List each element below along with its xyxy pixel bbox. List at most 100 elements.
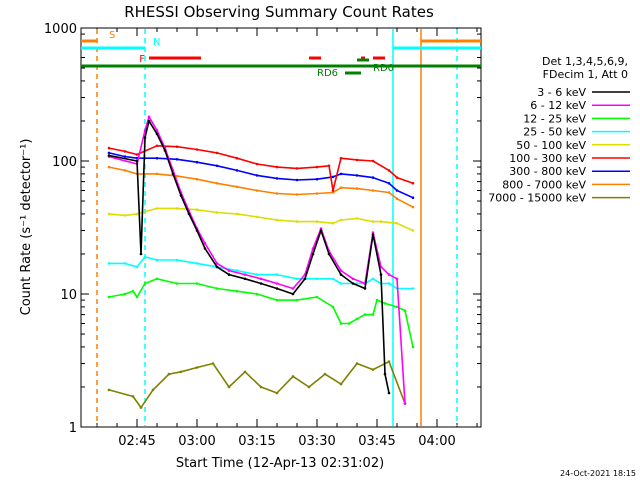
data-point [339,269,343,272]
data-point [395,176,399,179]
data-point [135,295,139,299]
data-point [315,192,319,195]
data-point [155,132,159,136]
series-group [107,115,415,409]
data-point [383,302,387,305]
legend-label: 3 - 6 keV [537,86,586,99]
y-tick-label: 1 [69,421,77,436]
data-point [195,282,199,285]
x-tick-label: 03:15 [238,434,275,449]
data-point [307,385,311,389]
data-point [387,273,391,276]
series-line [109,256,413,290]
data-point [195,160,199,164]
chart-title: RHESSI Observing Summary Count Rates [124,3,434,21]
data-point [395,222,399,225]
data-point [327,252,331,256]
data-point [275,273,279,276]
data-point [195,148,199,151]
data-point [355,362,359,365]
data-point [175,258,179,262]
data-point [383,372,387,376]
data-point [227,269,231,272]
data-point [155,258,159,262]
data-point [187,212,191,216]
data-point [347,322,351,325]
data-point [179,194,183,197]
data-point [235,269,239,272]
data-point [135,153,139,156]
data-point [331,222,335,225]
data-point [215,182,219,185]
data-point [339,172,343,176]
data-point [327,164,331,168]
data-point [339,322,343,325]
x-tick-label: 03:30 [298,434,335,449]
data-point [175,282,179,285]
data-point [215,262,219,265]
data-point [311,247,315,250]
data-point [331,277,335,281]
data-point [147,115,151,119]
data-point [215,211,219,214]
data-point [195,262,199,265]
data-point [195,177,199,181]
data-point [295,277,299,281]
legend-label: 50 - 100 keV [516,139,586,152]
data-point [291,287,295,290]
data-point [295,220,299,223]
data-point [139,406,143,409]
series-line [108,207,414,232]
legend-label: 300 - 800 keV [509,165,586,178]
plot-frame [80,27,482,428]
data-point [175,174,179,178]
flag-label: RD0 [373,63,394,74]
data-point [155,277,159,281]
data-point [155,207,159,210]
data-point [143,129,147,132]
data-point [319,227,323,230]
data-point [295,178,299,182]
data-point [215,287,219,290]
data-point [131,395,135,398]
data-point [355,174,359,177]
data-point [387,169,391,172]
data-point [371,176,375,179]
data-point [363,313,367,316]
data-point [319,229,323,232]
annotation-lines [96,29,458,426]
data-point [411,205,415,209]
data-point [235,169,239,172]
data-point [315,220,319,223]
legend-label: 100 - 300 keV [509,152,586,165]
data-point [107,212,111,216]
data-point [163,149,167,152]
data-point [355,317,359,321]
data-point [235,212,239,216]
data-point [227,385,231,389]
flag-label: N [153,37,160,48]
data-point [123,262,127,265]
data-point [135,265,139,269]
data-point [295,167,299,170]
data-point [355,217,359,220]
x-tick-label: 02:45 [118,434,155,449]
data-point [227,273,231,276]
data-point [147,119,151,123]
data-point [259,282,263,285]
data-point [395,189,399,192]
data-point [411,287,415,290]
data-point [339,282,343,285]
data-point [235,289,239,293]
y-tick-label: 10 [60,288,77,303]
data-point [371,220,375,223]
data-point [243,273,247,276]
data-point [243,370,247,374]
data-point [387,391,391,395]
data-point [371,313,375,316]
data-point [107,295,111,299]
data-point [139,252,143,256]
data-point [123,155,127,158]
data-point [211,362,215,365]
data-point [395,197,399,201]
